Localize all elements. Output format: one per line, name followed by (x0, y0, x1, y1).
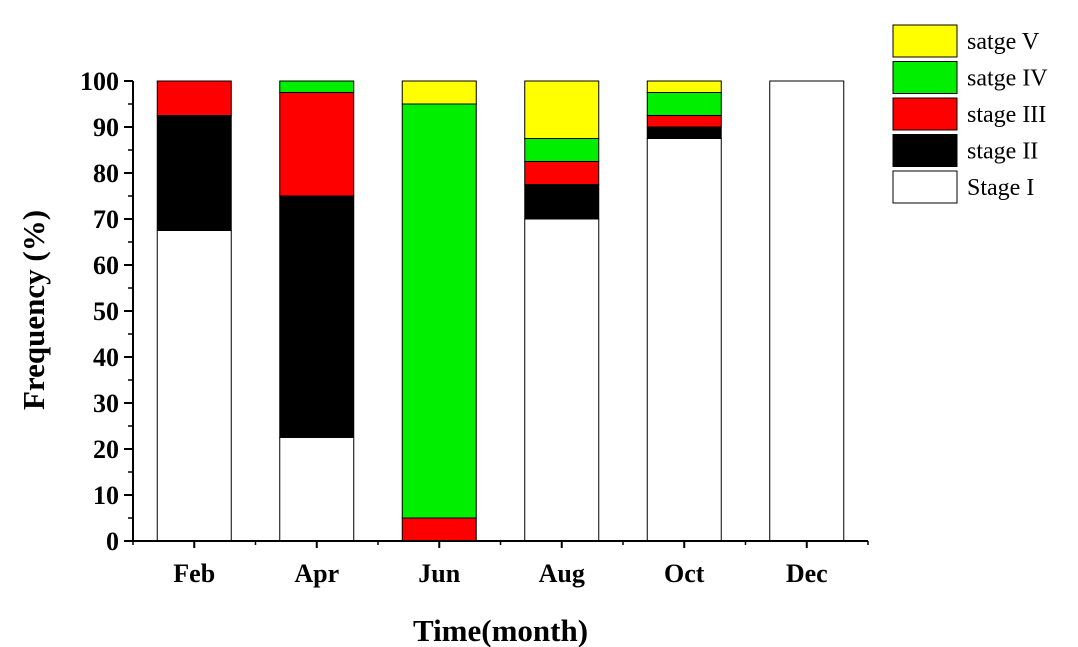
x-tick-label-aug: Aug (539, 559, 585, 588)
bar-segment-aug-stage-iii (524, 161, 600, 185)
bar-segment-apr-stage-ii (279, 195, 355, 438)
y-tick-label: 10 (93, 481, 119, 510)
bar-segment-apr-stage-i (279, 437, 355, 542)
bar-segment-aug-satge-iv (524, 138, 600, 162)
legend-label-stage-i: Stage I (967, 175, 1034, 201)
bar-segment-jun-satge-iv (401, 103, 477, 519)
x-tick-label-apr: Apr (294, 559, 339, 588)
legend-swatch-satge-v (892, 24, 958, 58)
legend: satge V satge IV stage III stage II Stage I (892, 24, 1048, 204)
legend-label-stage-ii: stage II (967, 139, 1038, 165)
bar-segment-aug-satge-v (524, 80, 600, 139)
legend-label-satge-v: satge V (967, 29, 1040, 55)
bar-segment-oct-stage-ii (646, 126, 722, 139)
bar-segment-jun-satge-v (401, 80, 477, 105)
y-tick-label: 0 (106, 527, 119, 556)
bar-segment-jun-stage-iii (401, 517, 477, 542)
y-tick-label: 80 (93, 159, 119, 188)
bar-segment-feb-stage-ii (156, 115, 232, 231)
bar-segment-oct-satge-iv (646, 92, 722, 116)
y-tick-label: 90 (93, 113, 119, 142)
bar-segment-feb-stage-iii (156, 80, 232, 116)
bar-segment-apr-stage-iii (279, 92, 355, 197)
bar-segment-dec-stage-i (769, 80, 845, 542)
legend-swatch-stage-iii (892, 97, 958, 131)
x-tick-label-oct: Oct (664, 559, 705, 588)
bar-segment-apr-satge-iv (279, 80, 355, 93)
legend-swatch-stage-ii (892, 134, 958, 167)
bar-segment-aug-stage-i (524, 218, 600, 542)
legend-swatch-satge-iv (892, 61, 958, 94)
y-tick-label: 70 (93, 205, 119, 234)
bar-segment-oct-satge-v (646, 80, 722, 93)
x-tick-label-jun: Jun (418, 559, 460, 588)
y-tick-label: 40 (93, 343, 119, 372)
bars-layer (156, 80, 845, 542)
x-axis-title: Time(month) (413, 613, 588, 647)
axes-layer: 0 10 20 30 40 50 60 70 80 90 100 Feb Apr Jun Aug Oct Dec (80, 67, 869, 588)
bar-segment-feb-stage-i (156, 230, 232, 542)
y-tick-label: 100 (80, 67, 119, 96)
y-tick-label: 30 (93, 389, 119, 418)
x-tick-label-dec: Dec (786, 559, 828, 588)
y-axis-title: Frequency (%) (16, 210, 51, 410)
y-tick-label: 20 (93, 435, 119, 464)
x-tick-label-feb: Feb (173, 559, 215, 588)
bar-segment-oct-stage-i (646, 138, 722, 542)
y-tick-label: 50 (93, 297, 119, 326)
y-tick-label: 60 (93, 251, 119, 280)
legend-swatch-stage-i (892, 170, 958, 204)
legend-label-satge-iv: satge IV (967, 66, 1048, 92)
bar-segment-aug-stage-ii (524, 184, 600, 220)
legend-label-stage-iii: stage III (967, 102, 1046, 128)
bar-segment-oct-stage-iii (646, 115, 722, 128)
